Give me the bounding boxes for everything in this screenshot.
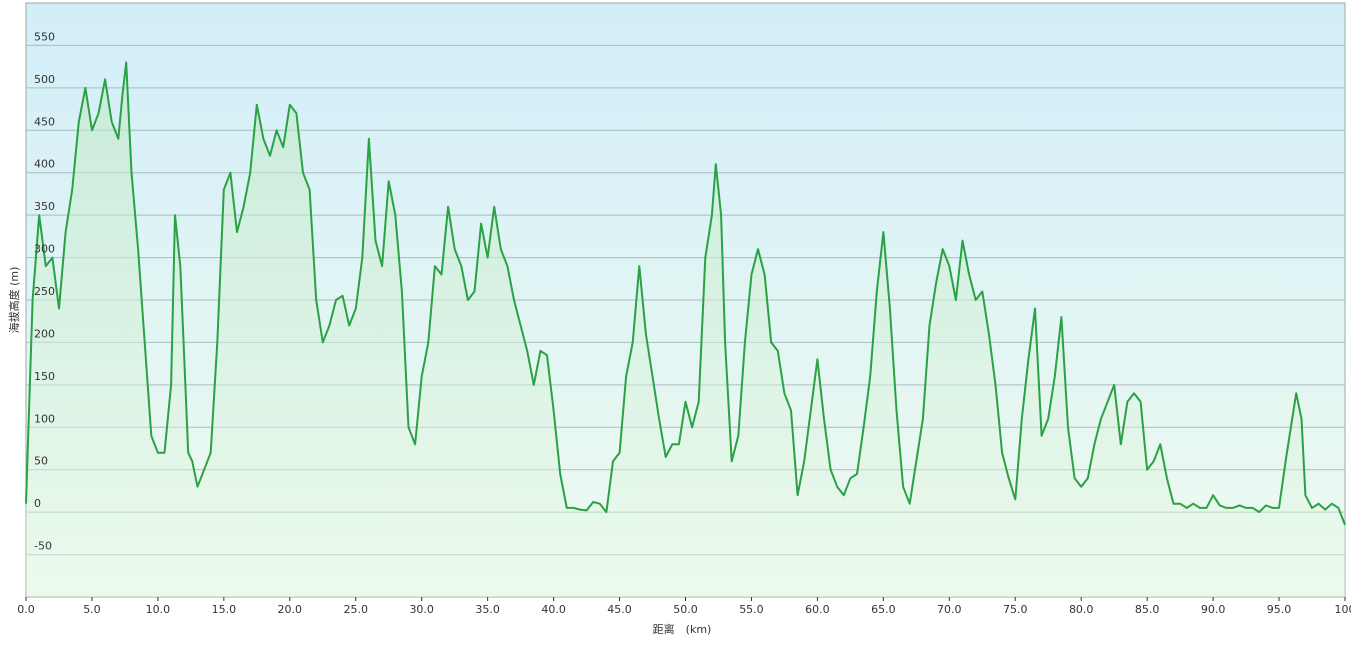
y-tick-label: 450 [34,115,55,128]
x-tick-label: 30.0 [409,603,434,616]
y-tick-label: 350 [34,200,55,213]
x-tick-label: 25.0 [344,603,369,616]
elevation-line [25,61,1346,526]
x-tick-label: 5.0 [83,603,101,616]
y-tick-label: 200 [34,327,55,340]
x-axis-label: 距离 (km) [653,622,712,636]
y-tick-label: 250 [34,285,55,298]
x-tick-label: 80.0 [1069,603,1094,616]
area [26,62,1345,597]
x-tick-label: 40.0 [541,603,566,616]
x-tick-label: 70.0 [937,603,962,616]
x-tick-label: 55.0 [739,603,764,616]
x-tick-label: 90.0 [1201,603,1226,616]
y-tick-label: 500 [34,73,55,86]
x-tick-label: 10.0 [146,603,171,616]
y-tick-label: 300 [34,243,55,256]
x-tick-label: 75.0 [1003,603,1028,616]
x-tick-label: 85.0 [1135,603,1160,616]
x-tick-label: 15.0 [212,603,237,616]
y-axis-label: 海拔高度 (m) [7,267,21,334]
x-tick-label: 50.0 [673,603,698,616]
y-tick-label: 50 [34,455,48,468]
x-tick-label: 65.0 [871,603,896,616]
x-tick-label: 100 [1335,603,1351,616]
x-tick-label: 35.0 [475,603,500,616]
y-tick-label: 150 [34,370,55,383]
x-tick-label: 95.0 [1267,603,1292,616]
y-tick-label: 100 [34,412,55,425]
y-tick-label: 550 [34,30,55,43]
x-tick-label: 0.0 [17,603,35,616]
y-tick-label: 400 [34,158,55,171]
y-tick-label: -50 [34,540,52,553]
x-tick-label: 60.0 [805,603,830,616]
y-tick-label: 0 [34,497,41,510]
x-tick-label: 20.0 [278,603,303,616]
x-tick-label: 45.0 [607,603,632,616]
